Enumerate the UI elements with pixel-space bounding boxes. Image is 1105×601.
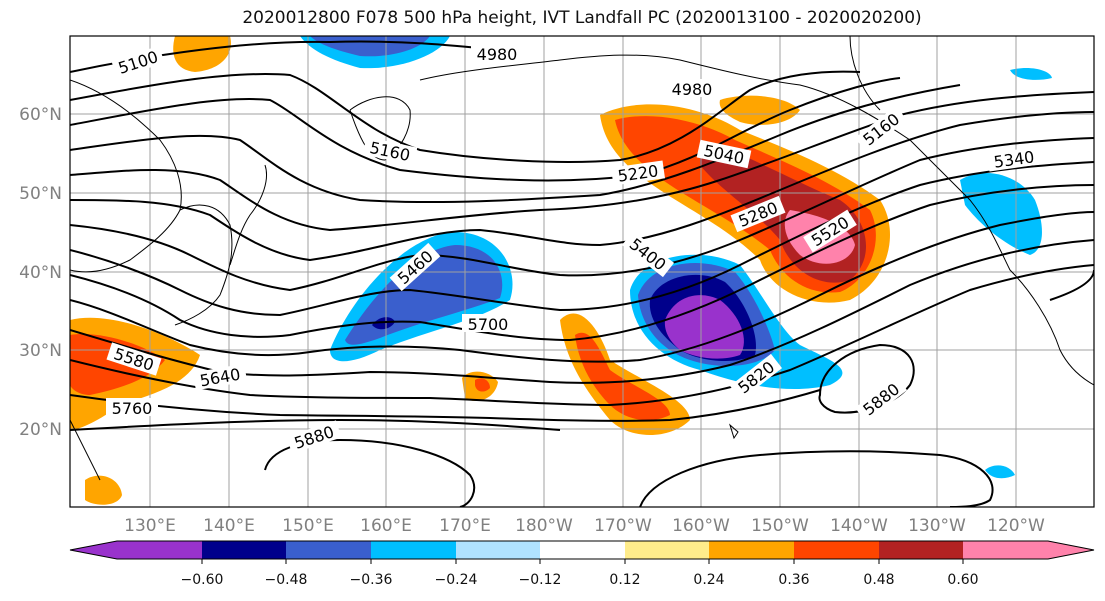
- latitude-labels: 60°N 50°N 40°N 30°N 20°N: [19, 105, 62, 440]
- colorbar-tick-label: 0.36: [778, 572, 809, 588]
- colorbar: −0.60 −0.48 −0.36 −0.24 −0.12 0.12 0.24 …: [69, 540, 1095, 588]
- colorbar-tick-label: −0.36: [350, 572, 393, 588]
- lat-label-50n: 50°N: [19, 184, 62, 204]
- colorbar-segment: [371, 541, 456, 559]
- colorbar-extend-low: [70, 541, 117, 559]
- lon-label-150e: 150°E: [282, 516, 334, 536]
- lon-label-160e: 160°E: [360, 516, 412, 536]
- lat-label-40n: 40°N: [19, 263, 62, 283]
- colorbar-segment: [456, 541, 540, 559]
- colorbar-outline: [69, 540, 1095, 560]
- colorbar-tick-label: 0.60: [947, 572, 978, 588]
- colorbar-segment: [540, 541, 625, 559]
- longitude-labels: 130°E 140°E 150°E 160°E 170°E 180°W 170°…: [124, 516, 1045, 536]
- lon-label-140e: 140°E: [203, 516, 255, 536]
- map-frame: [69, 35, 1095, 508]
- contour-label: 4980: [672, 80, 713, 99]
- colorbar-tick-label: −0.24: [435, 572, 478, 588]
- colorbar-segment: [117, 541, 202, 559]
- colorbar-segment: [879, 541, 963, 559]
- ivt-negative-shading: [300, 36, 1052, 479]
- lat-label-20n: 20°N: [19, 420, 62, 440]
- colorbar-tick-label: 0.48: [863, 572, 894, 588]
- colorbar-segment: [286, 541, 371, 559]
- lon-label-160w: 160°W: [672, 516, 730, 536]
- lon-label-170w: 170°W: [594, 516, 652, 536]
- colorbar-segment: [963, 541, 1048, 559]
- colorbar-tick-label: −0.12: [519, 572, 562, 588]
- lon-label-170e: 170°E: [439, 516, 491, 536]
- figure-title: 2020012800 F078 500 hPa height, IVT Land…: [242, 8, 922, 28]
- map-gridlines: [70, 36, 1094, 507]
- lon-label-120w: 120°W: [987, 516, 1045, 536]
- lat-label-60n: 60°N: [19, 105, 62, 125]
- lon-label-130e: 130°E: [124, 516, 176, 536]
- lat-label-30n: 30°N: [19, 341, 62, 361]
- colorbar-extend-high: [1048, 541, 1094, 559]
- colorbar-tick-label: −0.48: [265, 572, 308, 588]
- lon-label-150w: 150°W: [751, 516, 809, 536]
- lon-label-130w: 130°W: [908, 516, 966, 536]
- colorbar-segment: [794, 541, 879, 559]
- lon-label-140w: 140°W: [830, 516, 888, 536]
- colorbar-segment: [709, 541, 794, 559]
- contour-label: 5760: [112, 399, 153, 418]
- colorbar-tick-label: −0.60: [181, 572, 224, 588]
- lon-label-180w: 180°W: [515, 516, 573, 536]
- colorbar-tick-label: 0.24: [693, 572, 724, 588]
- contour-label: 5700: [468, 315, 509, 334]
- colorbar-segment: [625, 541, 709, 559]
- colorbar-tick-label: 0.12: [609, 572, 640, 588]
- contour-label: 4980: [477, 45, 518, 64]
- colorbar-segment: [202, 541, 286, 559]
